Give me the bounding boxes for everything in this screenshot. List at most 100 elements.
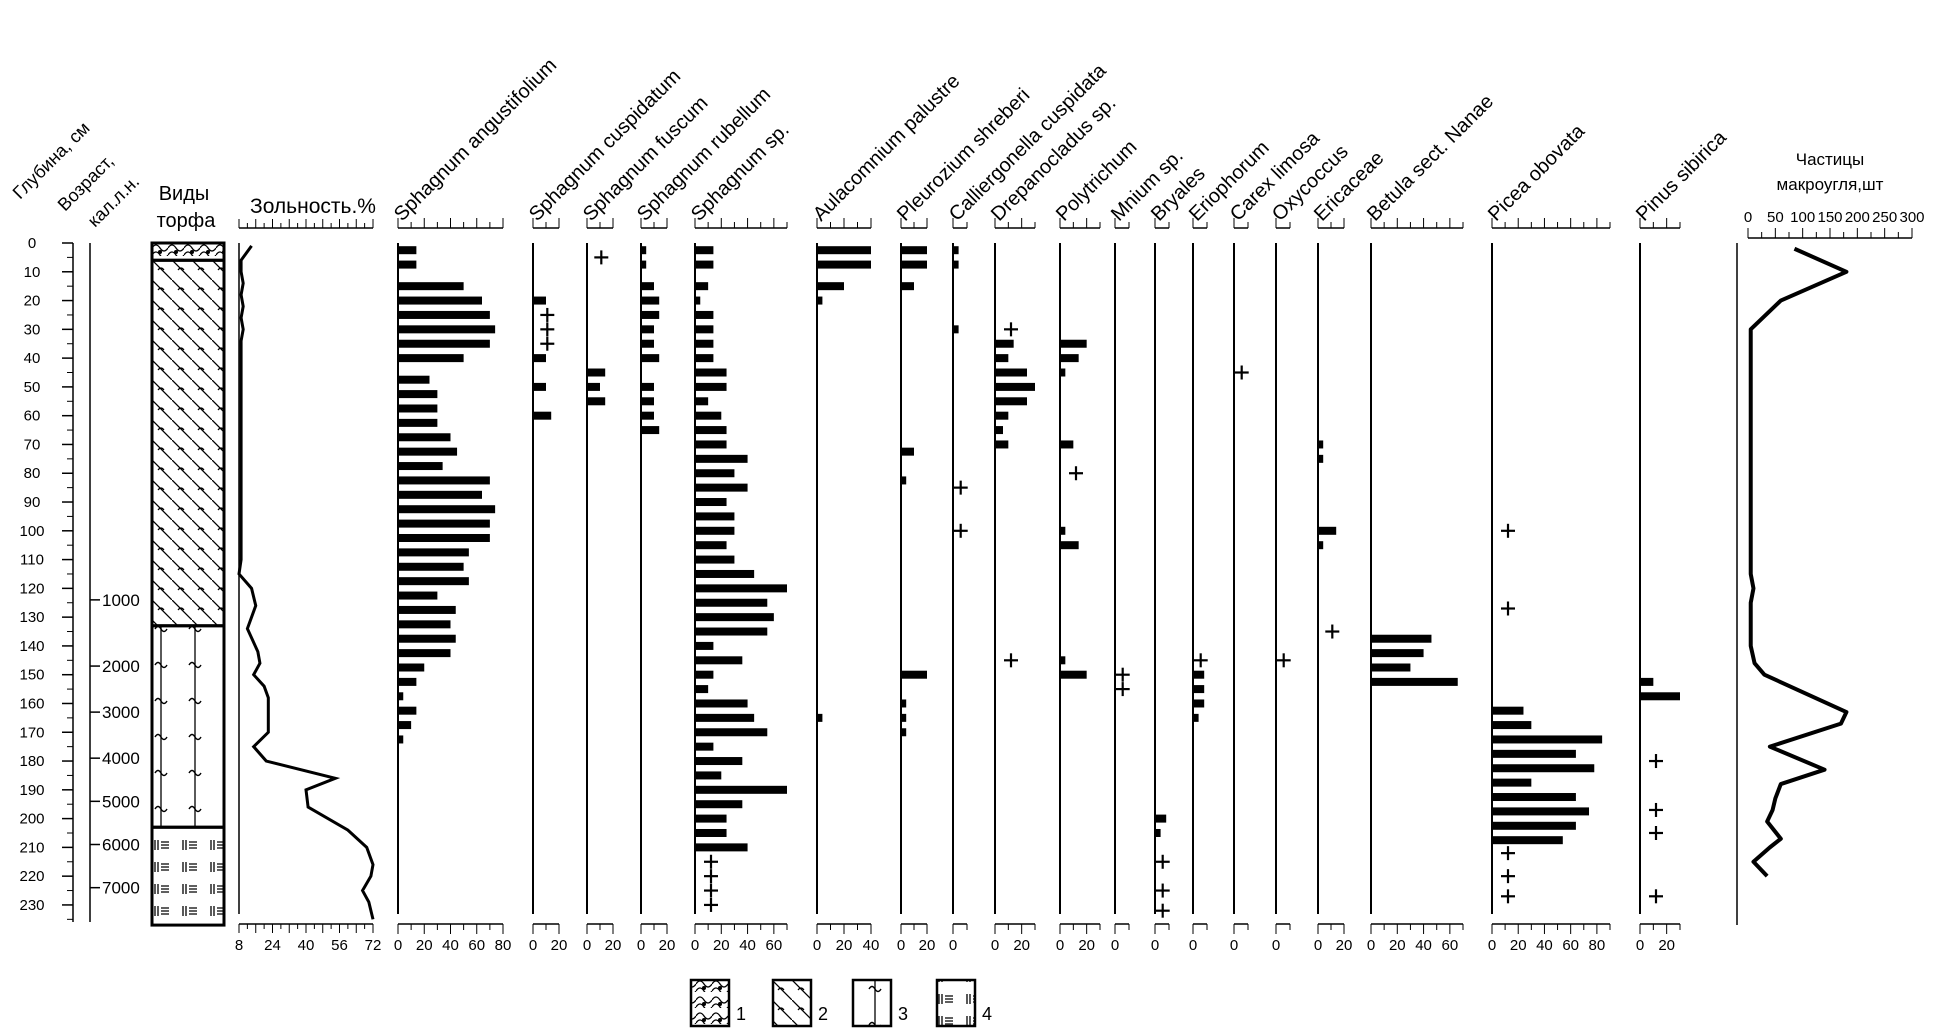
- taxon-tick-label: 20: [1389, 937, 1406, 954]
- taxon-bar: [695, 469, 735, 478]
- taxon-bar: [398, 620, 451, 629]
- taxon-bar: [817, 296, 823, 305]
- depth-tick-label: 150: [19, 667, 44, 684]
- taxon-bar: [695, 512, 735, 521]
- taxon-bar: [1060, 526, 1066, 535]
- taxon-bar: [695, 728, 768, 737]
- ash-tick-label: 72: [365, 937, 382, 954]
- taxon-bar: [398, 260, 417, 269]
- charcoal-tick-label: 250: [1872, 209, 1897, 226]
- taxon-tick-label: 60: [1442, 937, 1459, 954]
- charcoal-title-line2: макроугля,шт: [1777, 175, 1884, 194]
- taxon-tick-label: 0: [394, 937, 402, 954]
- taxon-bar: [1060, 339, 1087, 348]
- taxon-bar: [398, 310, 490, 319]
- taxon-bar: [1640, 677, 1654, 686]
- taxon-bar: [398, 649, 451, 658]
- legend-swatch-1: [689, 978, 731, 1028]
- ash-title: Зольность.%: [250, 195, 376, 218]
- depth-tick-label: 70: [24, 436, 41, 453]
- ash-tick-label: 8: [235, 937, 243, 954]
- peat-title-line2: торфа: [157, 210, 217, 232]
- legend-swatch-4: [935, 978, 977, 1028]
- taxon-bar: [901, 476, 907, 485]
- depth-tick-label: 230: [19, 897, 44, 914]
- taxon-bar: [695, 627, 768, 636]
- charcoal-tick-label: 200: [1845, 209, 1870, 226]
- depth-tick-label: 130: [19, 609, 44, 626]
- taxon-bar: [695, 828, 727, 837]
- taxon-tick-label: 0: [1111, 937, 1119, 954]
- taxon-bar: [641, 397, 654, 406]
- taxon-bar: [398, 390, 438, 399]
- taxon-tick-label: 0: [1272, 937, 1280, 954]
- age-tick-label: 2000: [102, 657, 140, 676]
- legend-label: 4: [982, 1004, 992, 1024]
- depth-tick-label: 160: [19, 695, 44, 712]
- taxon-bar: [641, 246, 647, 255]
- taxon-bar: [695, 641, 714, 650]
- taxon-bar: [695, 454, 748, 463]
- taxon-bar: [398, 548, 469, 557]
- taxon-tick-label: 60: [766, 937, 783, 954]
- depth-tick-label: 20: [24, 293, 41, 310]
- taxon-bar: [1371, 663, 1411, 672]
- taxon-bar: [901, 699, 907, 708]
- taxon-bar: [995, 426, 1003, 435]
- taxon-bar: [817, 713, 823, 722]
- taxon-bar: [398, 375, 430, 384]
- taxon-bar: [901, 260, 927, 269]
- taxon-tick-label: 20: [1510, 937, 1527, 954]
- age-tick-label: 1000: [102, 591, 140, 610]
- taxon-bar: [398, 735, 404, 744]
- taxon-bar: [1193, 670, 1205, 679]
- taxon-bar: [1492, 807, 1590, 816]
- taxon-bar: [1060, 670, 1087, 679]
- taxon-bar: [398, 339, 490, 348]
- taxon-bar: [1318, 541, 1324, 550]
- depth-tick-label: 170: [19, 724, 44, 741]
- taxon-bar: [995, 411, 1009, 420]
- legend-label: 2: [818, 1004, 828, 1024]
- age-tick-label: 3000: [102, 703, 140, 722]
- taxon-bar: [398, 677, 417, 686]
- taxon-tick-label: 0: [583, 937, 591, 954]
- taxon-bar: [1492, 836, 1563, 845]
- taxon-bar: [587, 382, 600, 391]
- taxon-bar: [995, 382, 1035, 391]
- taxon-bar: [641, 325, 654, 334]
- taxon-bar: [1371, 634, 1432, 643]
- taxon-bar: [695, 483, 748, 492]
- depth-tick-label: 110: [20, 552, 44, 569]
- taxon-bar: [1155, 828, 1161, 837]
- depth-tick-label: 50: [24, 379, 41, 396]
- taxon-tick-label: 40: [1536, 937, 1553, 954]
- taxon-bar: [641, 310, 660, 319]
- taxon-bar: [695, 742, 714, 751]
- taxon-tick-label: 0: [1189, 937, 1197, 954]
- taxon-bar: [641, 426, 660, 435]
- taxon-bar: [817, 260, 871, 269]
- taxon-tick-label: 0: [1314, 937, 1322, 954]
- taxon-tick-label: 20: [551, 937, 568, 954]
- taxon-bar: [695, 613, 774, 622]
- taxon-bar: [695, 569, 755, 578]
- depth-tick-label: 140: [19, 638, 44, 655]
- taxon-bar: [695, 800, 743, 809]
- taxon-bar: [1318, 454, 1324, 463]
- taxon-bar: [695, 814, 727, 823]
- taxon-bar: [398, 663, 425, 672]
- depth-tick-label: 60: [24, 408, 41, 425]
- age-tick-label: 7000: [102, 879, 140, 898]
- taxon-bar: [641, 260, 647, 269]
- taxon-title: Aulacomnium palustre: [809, 70, 964, 225]
- taxon-bar: [398, 447, 458, 456]
- taxon-tick-label: 60: [1562, 937, 1579, 954]
- taxon-tick-label: 0: [949, 937, 957, 954]
- taxon-tick-label: 40: [442, 937, 459, 954]
- taxon-bar: [817, 246, 871, 255]
- taxon-tick-label: 20: [836, 937, 853, 954]
- taxon-tick-label: 40: [1415, 937, 1432, 954]
- taxon-bar: [695, 426, 727, 435]
- ash-tick-label: 56: [331, 937, 348, 954]
